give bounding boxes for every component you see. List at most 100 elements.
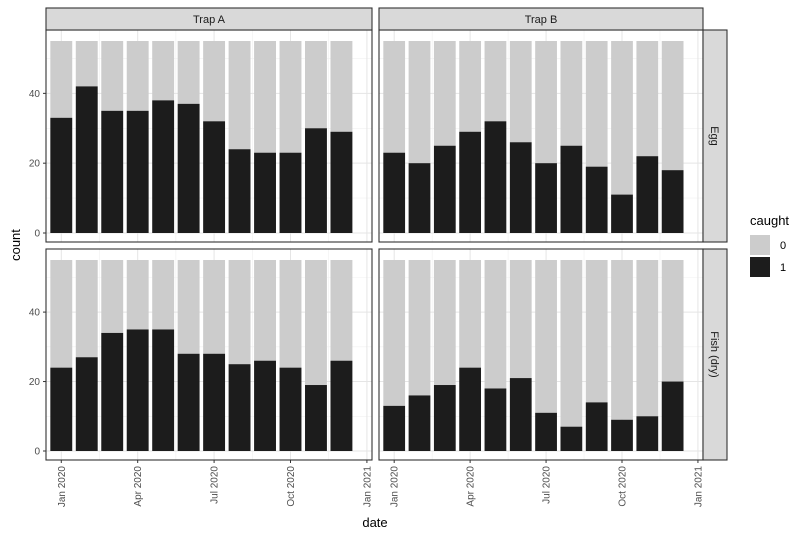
bar-caught-1: [585, 166, 608, 233]
y-tick-label: 40: [29, 89, 41, 100]
bar-caught-1: [203, 353, 226, 451]
bar-caught-0: [203, 260, 226, 354]
bar-caught-1: [254, 152, 276, 233]
bar-caught-1: [408, 395, 431, 451]
bar-caught-0: [50, 41, 73, 118]
strip-label: Trap A: [193, 14, 226, 26]
bar-caught-1: [383, 152, 406, 233]
bar-caught-1: [661, 381, 684, 451]
bar-caught-1: [484, 388, 507, 451]
panel-trap-a-egg: [45, 29, 373, 243]
bar-caught-0: [408, 260, 431, 396]
bar-caught-1: [228, 364, 251, 451]
bar-caught-0: [101, 41, 124, 111]
strip-label: Fish (dry): [708, 331, 720, 377]
bar-caught-1: [50, 117, 73, 233]
y-tick-label: 40: [29, 308, 41, 319]
panel-trap-b-egg: [378, 29, 704, 243]
bar-caught-0: [433, 260, 456, 386]
strip-trap-b: [378, 7, 704, 31]
bar-caught-0: [330, 41, 353, 132]
x-tick-label: Oct 2020: [618, 466, 629, 507]
bar-caught-1: [305, 128, 327, 233]
bar-caught-1: [560, 145, 583, 233]
bar-caught-1: [535, 163, 557, 233]
bar-caught-1: [383, 405, 406, 451]
bar-caught-1: [152, 100, 175, 233]
y-tick-label: 20: [29, 377, 41, 388]
bar-caught-0: [535, 260, 557, 413]
axes-layer: 0 20 40 0 20 40 Jan 2020 Apr 2020 Jul 2020 Oct 20…: [29, 89, 705, 507]
bar-caught-1: [330, 131, 353, 233]
bar-caught-1: [433, 385, 456, 451]
bar-caught-0: [433, 41, 456, 146]
bar-caught-0: [408, 41, 431, 164]
bar-caught-1: [459, 367, 482, 451]
legend-label: 0: [780, 240, 786, 252]
bar-caught-1: [585, 402, 608, 451]
bar-caught-1: [459, 131, 482, 233]
y-tick-label: 0: [34, 447, 40, 458]
bar-caught-0: [228, 41, 251, 150]
bar-caught-1: [254, 360, 276, 451]
bar-caught-0: [459, 41, 482, 132]
bar-caught-1: [101, 332, 124, 451]
bar-caught-0: [126, 260, 149, 330]
x-axis-title: date: [362, 515, 387, 530]
legend-key-0: [750, 235, 770, 255]
x-tick-label: Jul 2020: [542, 466, 553, 504]
x-tick-label: Oct 2020: [286, 466, 297, 507]
bar-caught-0: [330, 260, 353, 361]
bar-caught-0: [152, 41, 175, 101]
bar-caught-1: [75, 357, 98, 451]
bar-caught-1: [509, 378, 532, 451]
bar-caught-1: [152, 329, 175, 451]
strip-label: Trap B: [525, 14, 558, 26]
bar-caught-1: [177, 103, 200, 233]
panels-layer: [45, 29, 704, 461]
panel-border: [45, 248, 373, 461]
bar-caught-0: [484, 260, 507, 389]
bar-caught-0: [75, 41, 98, 87]
bar-caught-0: [126, 41, 149, 111]
bar-caught-0: [203, 41, 226, 122]
x-tick-label: Jan 2021: [362, 466, 373, 508]
strip-egg: [702, 29, 728, 243]
y-axis-title: count: [8, 229, 23, 261]
bar-caught-1: [560, 426, 583, 451]
bar-caught-0: [560, 260, 583, 427]
bar-caught-0: [279, 41, 302, 153]
bar-caught-0: [560, 41, 583, 146]
y-tick-label: 20: [29, 159, 41, 170]
strips-layer: Trap A Trap B Egg Fish (dry): [45, 7, 728, 461]
bar-caught-0: [611, 260, 633, 420]
bar-caught-0: [177, 260, 200, 354]
strip-fish-dry: [702, 248, 728, 461]
bar-caught-0: [177, 41, 200, 104]
panel-trap-a-fish-dry: [45, 248, 373, 461]
bar-caught-1: [611, 419, 633, 451]
bar-caught-0: [228, 260, 251, 365]
bar-caught-0: [305, 41, 327, 129]
legend-label: 1: [780, 262, 786, 274]
bar-caught-1: [433, 145, 456, 233]
legend: caught 0 1: [750, 213, 789, 277]
bar-caught-0: [535, 41, 557, 164]
bar-caught-0: [254, 41, 276, 153]
bar-caught-0: [636, 260, 659, 417]
bar-caught-0: [101, 260, 124, 333]
bar-caught-1: [484, 121, 507, 233]
bar-caught-1: [330, 360, 353, 451]
bar-caught-1: [126, 110, 149, 233]
bar-caught-1: [535, 412, 557, 451]
bar-caught-1: [636, 156, 659, 233]
x-tick-label: Apr 2020: [466, 466, 477, 507]
bar-caught-1: [408, 163, 431, 233]
bar-caught-0: [661, 41, 684, 171]
bar-caught-0: [484, 41, 507, 122]
bar-caught-0: [75, 260, 98, 358]
bar-caught-1: [177, 353, 200, 451]
bar-caught-1: [126, 329, 149, 451]
bar-caught-0: [383, 41, 406, 153]
